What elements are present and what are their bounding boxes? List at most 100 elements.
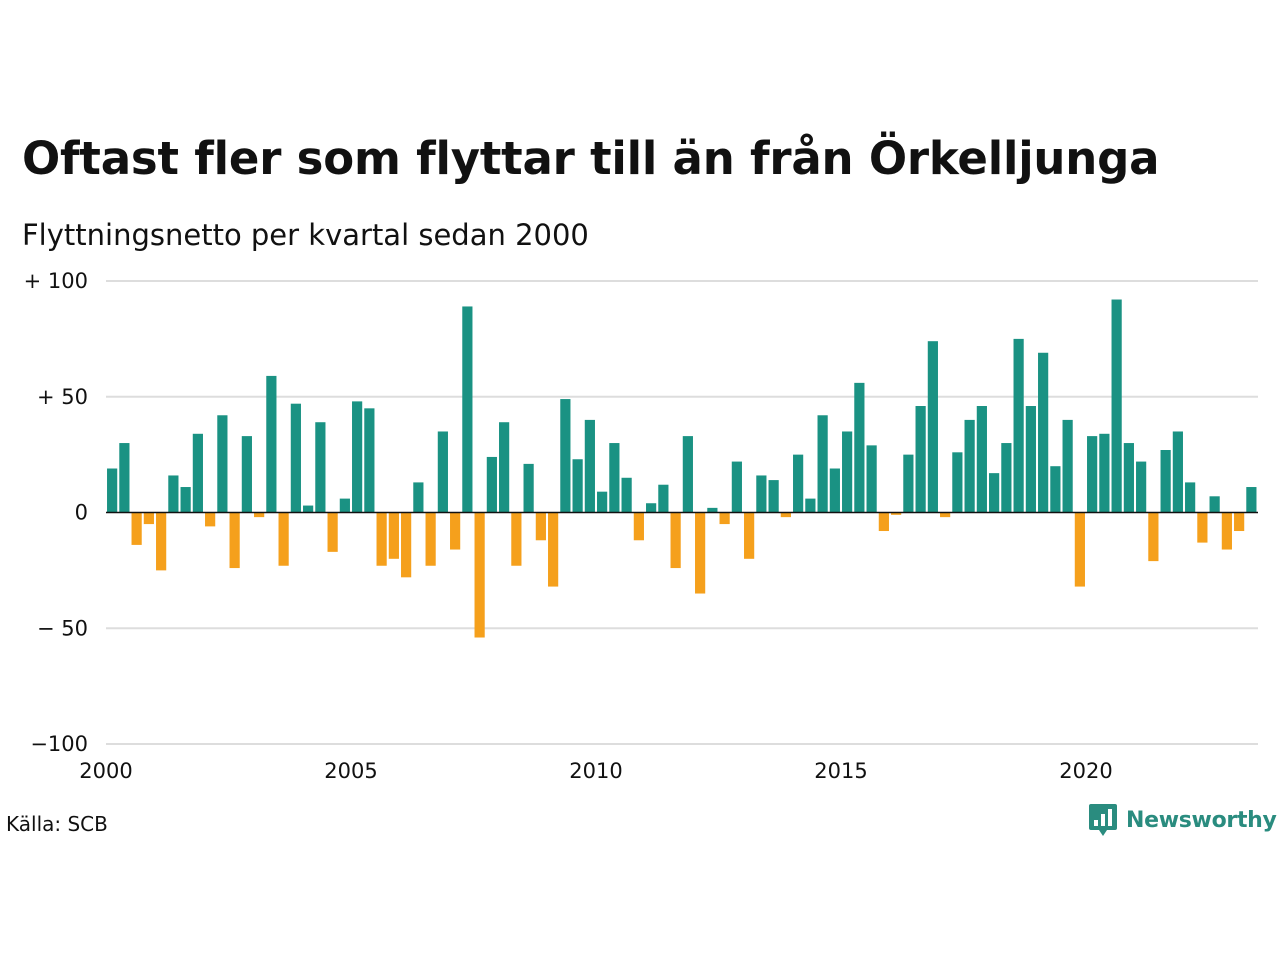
bar — [364, 408, 375, 513]
y-axis-ticks: + 100 + 50 0 − 50 −100 — [24, 269, 88, 756]
source-label: Källa: SCB — [6, 812, 108, 836]
bar — [241, 436, 252, 513]
bar — [560, 399, 571, 513]
bar — [1234, 512, 1245, 532]
bar — [1123, 443, 1134, 513]
bar — [1074, 512, 1085, 587]
bar — [425, 512, 436, 566]
chart-title: Oftast fler som flyttar till än från Örk… — [22, 132, 1160, 185]
bar — [707, 507, 718, 513]
bar — [805, 498, 816, 513]
bar — [584, 419, 595, 513]
bar — [927, 341, 938, 513]
bar — [695, 512, 706, 594]
bar — [1160, 450, 1171, 513]
bar — [1038, 352, 1049, 513]
bar — [352, 401, 363, 513]
bar — [597, 491, 608, 513]
bar — [756, 475, 767, 513]
bar — [793, 454, 804, 513]
bar — [731, 461, 742, 513]
bar — [156, 512, 167, 571]
bar — [254, 512, 265, 518]
x-tick-label: 2010 — [569, 759, 622, 783]
bar — [462, 306, 473, 513]
bar — [658, 484, 669, 513]
bar — [499, 422, 510, 513]
bar — [915, 406, 926, 513]
y-tick-label: −100 — [30, 732, 88, 756]
bar — [1013, 338, 1024, 513]
bar — [143, 512, 154, 525]
bar — [940, 512, 951, 518]
bar — [670, 512, 681, 569]
bar — [192, 433, 203, 513]
bar — [486, 456, 497, 513]
x-tick-label: 2000 — [79, 759, 132, 783]
x-axis-ticks: 2000 2005 2010 2015 2020 — [79, 759, 1112, 783]
bar — [1185, 482, 1196, 513]
bar — [903, 454, 914, 513]
bar — [278, 512, 289, 566]
bar — [388, 512, 399, 559]
bar — [621, 477, 632, 513]
brand-name: Newsworthy — [1126, 807, 1277, 833]
bar — [535, 512, 546, 541]
bar — [1087, 436, 1098, 513]
chart-subtitle: Flyttningsnetto per kvartal sedan 2000 — [22, 218, 589, 252]
bar — [952, 452, 963, 513]
bar — [1050, 466, 1061, 513]
x-tick-label: 2005 — [324, 759, 377, 783]
grid-lines — [106, 280, 1258, 745]
bar — [205, 512, 216, 527]
bar — [1246, 487, 1257, 513]
bar — [180, 487, 191, 513]
bar — [1025, 406, 1036, 513]
x-tick-label: 2020 — [1059, 759, 1112, 783]
bar — [744, 512, 755, 559]
bar — [437, 431, 448, 513]
bars — [107, 299, 1257, 638]
y-tick-label: + 50 — [37, 385, 88, 409]
bar — [719, 512, 730, 525]
bar — [829, 468, 840, 513]
bar — [450, 512, 461, 550]
newsworthy-logo-icon — [1089, 804, 1117, 836]
bar — [474, 512, 485, 638]
bar — [315, 422, 326, 513]
bar — [609, 443, 620, 513]
bar — [548, 512, 559, 587]
bar — [780, 512, 791, 518]
bar — [817, 415, 828, 513]
bar — [1148, 512, 1159, 562]
y-tick-label: − 50 — [37, 616, 88, 640]
bar — [1221, 512, 1232, 550]
bar — [572, 459, 583, 513]
bar-chart: + 100 + 50 0 − 50 −100 2000 2005 2010 2015 2020 — [24, 269, 1258, 783]
bar — [1172, 431, 1183, 513]
bar — [339, 498, 350, 513]
y-tick-label: 0 — [75, 501, 88, 525]
bar — [1197, 512, 1208, 543]
bar — [1062, 419, 1073, 513]
bar — [866, 445, 877, 513]
bar — [646, 503, 657, 513]
y-tick-label: + 100 — [24, 269, 88, 293]
bar — [891, 512, 902, 515]
bar — [168, 475, 179, 513]
brand-logo: Newsworthy — [1088, 802, 1277, 838]
bar — [303, 505, 314, 513]
bar — [327, 512, 338, 552]
bar — [1136, 461, 1147, 513]
bar — [878, 512, 889, 532]
bar — [413, 482, 424, 513]
x-tick-label: 2015 — [814, 759, 867, 783]
bar — [376, 512, 387, 566]
bar — [1111, 299, 1122, 513]
bar — [107, 468, 118, 513]
bar — [523, 463, 534, 513]
bar — [131, 512, 142, 545]
bar — [290, 403, 301, 513]
bar — [768, 480, 779, 513]
bar — [401, 512, 412, 578]
